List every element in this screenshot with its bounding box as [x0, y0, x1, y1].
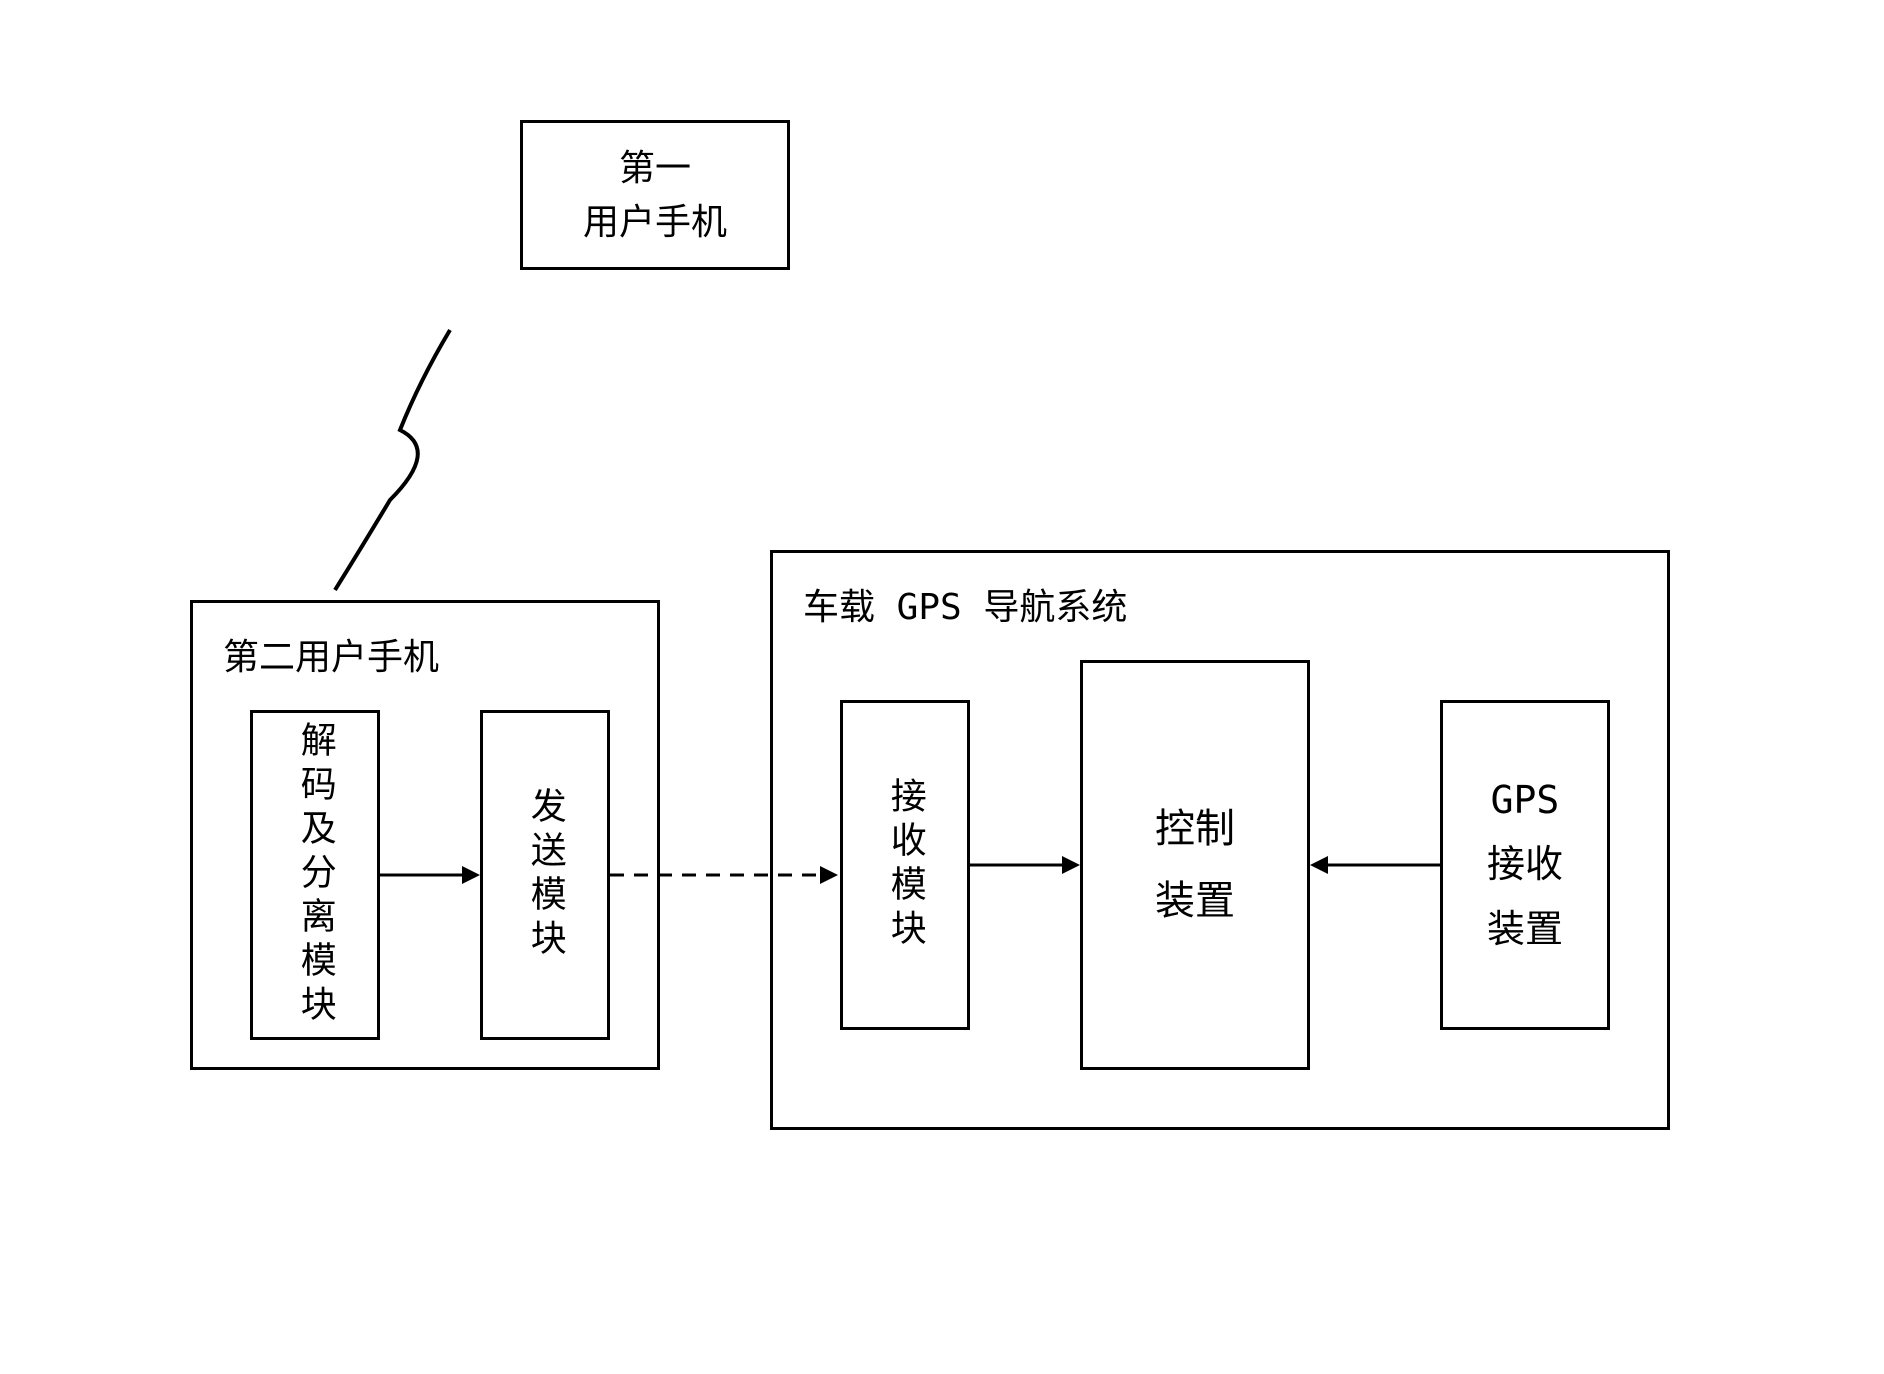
- second-phone-title: 第二用户手机: [223, 628, 439, 680]
- first-phone-line1: 第一: [619, 148, 691, 188]
- arrow-decode-to-send: [380, 860, 480, 890]
- gps-system-title: 车载 GPS 导航系统: [803, 578, 1127, 630]
- gps-receiver-line2: 接收: [1487, 844, 1563, 886]
- gps-receiver-label: GPS 接收 装置: [1487, 768, 1563, 963]
- gps-receiver-box: GPS 接收 装置: [1440, 700, 1610, 1030]
- control-device-box: 控制 装置: [1080, 660, 1310, 1070]
- first-phone-box: 第一 用户手机: [520, 120, 790, 270]
- control-device-label: 控制 装置: [1155, 793, 1235, 937]
- gps-receiver-line1: GPS: [1491, 778, 1560, 822]
- wireless-signal-icon: [300, 320, 500, 600]
- receive-module-label: 接收模块: [876, 777, 934, 953]
- control-device-line1: 控制: [1155, 806, 1235, 851]
- send-module-box: 发送模块: [480, 710, 610, 1040]
- decode-module-label: 解码及分离模块: [286, 721, 344, 1029]
- arrow-gps-to-control: [1310, 850, 1440, 880]
- gps-receiver-line3: 装置: [1487, 909, 1563, 951]
- first-phone-label: 第一 用户手机: [583, 141, 727, 249]
- send-module-label: 发送模块: [516, 787, 574, 963]
- decode-module-box: 解码及分离模块: [250, 710, 380, 1040]
- control-device-line2: 装置: [1155, 878, 1235, 923]
- arrow-send-to-receive: [610, 860, 840, 890]
- receive-module-box: 接收模块: [840, 700, 970, 1030]
- arrow-receive-to-control: [970, 850, 1080, 880]
- first-phone-line2: 用户手机: [583, 202, 727, 242]
